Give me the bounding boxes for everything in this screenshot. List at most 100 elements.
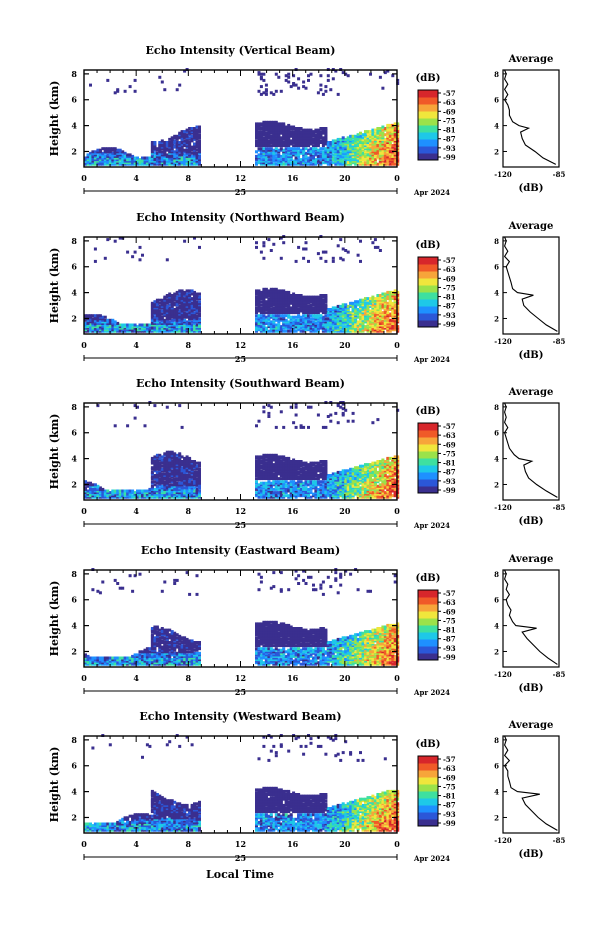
echo-cell: [170, 325, 174, 329]
echo-cell: [309, 131, 313, 135]
echo-cell: [373, 308, 377, 311]
echo-cell: [346, 250, 350, 254]
echo-cell: [279, 317, 283, 321]
echo-cell: [198, 141, 201, 144]
echo-cell: [354, 483, 358, 487]
echo-cell: [388, 125, 392, 129]
echo-cell: [336, 153, 340, 157]
echo-cell: [178, 309, 182, 313]
echo-cell: [168, 477, 172, 481]
echo-cell: [178, 486, 182, 490]
colorbar-swatch: [418, 90, 438, 98]
echo-cell: [366, 134, 370, 138]
echo-cell: [138, 494, 142, 498]
echo-cell: [274, 122, 278, 126]
echo-cell: [294, 156, 298, 160]
echo-cell: [153, 320, 157, 324]
echo-cell: [341, 136, 345, 140]
echo-cell: [334, 306, 338, 310]
echo-cell: [366, 480, 370, 484]
echo-cell: [336, 474, 340, 477]
echo-cell: [198, 150, 201, 154]
echo-cell: [165, 314, 169, 318]
echo-cell: [126, 250, 130, 254]
echo-cell: [193, 144, 196, 148]
echo-cell: [279, 161, 283, 165]
echo-cell: [168, 150, 172, 154]
echo-cell: [373, 147, 377, 151]
echo-cell: [274, 328, 278, 332]
echo-cell: [170, 144, 174, 148]
echo-cell: [294, 127, 298, 130]
echo-cell: [131, 158, 135, 162]
echo-cell: [366, 491, 370, 495]
echo-cell: [143, 156, 147, 160]
echo-cell: [331, 326, 335, 330]
echo-cell: [282, 325, 286, 329]
echo-cell: [183, 474, 187, 477]
echo-cell: [386, 492, 390, 496]
echo-cell: [160, 150, 164, 154]
echo-cell: [282, 150, 286, 154]
echo-cell: [378, 137, 382, 141]
echo-cell: [371, 141, 375, 144]
echo-cell: [294, 320, 298, 324]
echo-cell: [153, 328, 157, 332]
echo-cell: [168, 491, 172, 495]
echo-cell: [366, 153, 370, 157]
echo-cell: [116, 88, 120, 92]
echo-cell: [128, 328, 132, 332]
echo-cell: [304, 483, 308, 487]
echo-cell: [257, 131, 261, 135]
echo-cell: [304, 314, 308, 318]
echo-cell: [158, 325, 162, 329]
echo-cell: [183, 69, 187, 73]
echo-cell: [297, 320, 301, 324]
echo-cell: [349, 144, 353, 148]
echo-cell: [272, 474, 276, 477]
echo-cell: [378, 309, 382, 313]
echo-cell: [356, 300, 360, 304]
echo-cell: [302, 298, 306, 302]
echo-cell: [319, 130, 323, 134]
echo-cell: [175, 474, 179, 477]
echo-cell: [155, 158, 159, 162]
echo-cell: [316, 483, 320, 487]
echo-cell: [292, 494, 296, 498]
echo-cell: [257, 489, 261, 493]
echo-cell: [272, 487, 276, 491]
echo-cell: [376, 320, 380, 324]
echo-cell: [366, 478, 370, 482]
echo-cell: [173, 480, 177, 484]
echo-cell: [123, 154, 127, 158]
echo-cell: [334, 144, 338, 148]
echo-cell: [312, 328, 315, 332]
echo-cell: [188, 320, 192, 324]
echo-cell: [309, 150, 313, 154]
echo-cell: [284, 487, 288, 491]
echo-cell: [170, 308, 174, 311]
echo-cell: [173, 295, 177, 299]
colorbar-swatch: [418, 153, 438, 161]
echo-cell: [371, 153, 375, 157]
echo-cell: [321, 480, 325, 484]
echo-cell: [302, 128, 306, 132]
echo-cell: [165, 317, 169, 321]
echo-cell: [356, 477, 360, 481]
echo-cell: [324, 298, 328, 302]
echo-cell: [378, 489, 382, 493]
echo-cell: [312, 320, 315, 324]
echo-cell: [262, 244, 266, 248]
echo-cell: [289, 134, 293, 138]
echo-cell: [262, 301, 266, 305]
echo-cell: [163, 298, 167, 302]
colorbar-tick-label: -87: [443, 135, 456, 144]
echo-cell: [121, 489, 125, 493]
y-tick-label: 2: [71, 313, 77, 323]
echo-cell: [269, 122, 273, 126]
echo-cell: [158, 141, 162, 144]
echo-cell: [378, 136, 382, 140]
echo-cell: [150, 311, 154, 315]
echo-cell: [331, 317, 335, 321]
echo-cell: [193, 147, 196, 151]
